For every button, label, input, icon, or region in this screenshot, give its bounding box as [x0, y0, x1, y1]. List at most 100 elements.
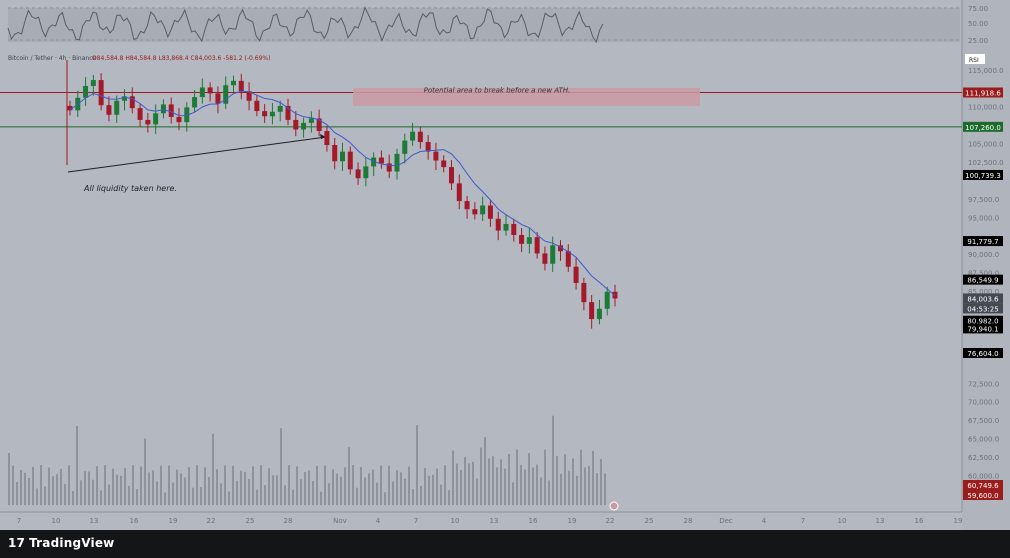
candle-body[interactable] [301, 122, 307, 130]
candle-body[interactable] [487, 205, 493, 219]
event-marker[interactable] [609, 501, 619, 511]
candle-body[interactable] [122, 96, 127, 101]
volume-bar [528, 453, 530, 505]
candle-body[interactable] [254, 100, 260, 112]
candle-body[interactable] [472, 209, 478, 215]
volume-bar [404, 478, 406, 505]
volume-bar [380, 465, 382, 505]
candle-body[interactable] [378, 157, 384, 164]
candle-body[interactable] [355, 169, 361, 179]
candle-body[interactable] [168, 104, 174, 117]
candle-body[interactable] [604, 291, 610, 309]
candle-body[interactable] [176, 116, 182, 123]
candle-body[interactable] [417, 131, 423, 143]
candle-body[interactable] [83, 85, 89, 98]
candle-body[interactable] [565, 251, 571, 267]
candle-body[interactable] [550, 245, 556, 264]
candle-body[interactable] [511, 223, 517, 235]
volume-bar [308, 470, 310, 505]
candle-body[interactable] [308, 118, 314, 123]
break-zone-box[interactable] [353, 88, 700, 106]
candle-body[interactable] [402, 140, 408, 154]
volume-bar [184, 477, 186, 505]
candle-body[interactable] [231, 80, 236, 86]
candle-body[interactable] [114, 100, 120, 115]
candle-body[interactable] [519, 235, 525, 244]
candle-body[interactable] [153, 113, 159, 125]
candle-body[interactable] [480, 205, 486, 215]
candle-body[interactable] [347, 151, 353, 170]
candle-body[interactable] [98, 80, 104, 106]
candle-body[interactable] [137, 108, 143, 120]
price-axis [962, 0, 1010, 530]
candle-body[interactable] [269, 111, 275, 117]
candle-body[interactable] [573, 266, 579, 283]
tradingview-logo[interactable]: 17 TradingView [8, 536, 114, 550]
candle-body[interactable] [129, 96, 135, 109]
volume-bar [232, 465, 234, 505]
price-tick-label: 87,500.0 [968, 270, 999, 278]
candle-body[interactable] [316, 118, 322, 131]
candle-body[interactable] [371, 157, 377, 167]
candle-body[interactable] [433, 151, 439, 161]
candle-body[interactable] [542, 253, 548, 264]
candle-body[interactable] [464, 201, 470, 210]
time-tick-label: 16 [915, 517, 924, 525]
candle-body[interactable] [223, 85, 229, 104]
candle-body[interactable] [449, 167, 454, 184]
candle-body[interactable] [238, 80, 244, 92]
candle-body[interactable] [184, 107, 190, 123]
candle-body[interactable] [589, 302, 595, 320]
candle-body[interactable] [192, 97, 198, 108]
candle-body[interactable] [332, 145, 338, 162]
candle-body[interactable] [441, 160, 447, 168]
candle-body[interactable] [160, 104, 166, 114]
candle-body[interactable] [410, 131, 416, 141]
candle-body[interactable] [340, 151, 345, 162]
candle-body[interactable] [106, 105, 112, 115]
candle-body[interactable] [558, 245, 563, 252]
rsi-tick-label: 25.00 [968, 37, 988, 45]
candle-body[interactable] [246, 91, 252, 101]
volume-bar [456, 463, 458, 505]
volume-bar [388, 465, 390, 505]
candle-body[interactable] [526, 237, 532, 244]
volume-bar [28, 477, 30, 505]
volume-bar [552, 415, 554, 505]
candle-body[interactable] [90, 80, 96, 86]
btc-4h-chart[interactable]: 75.00 50.00 25.00 RSI 115,000.0 110,000.0 105,… [0, 0, 1010, 530]
liquidity-trendline[interactable] [67, 136, 327, 173]
time-tick-label: 16 [529, 517, 538, 525]
candle-body[interactable] [581, 282, 587, 303]
volume-bar [368, 473, 370, 505]
candle-body[interactable] [456, 183, 462, 202]
candle-body[interactable] [145, 119, 151, 125]
candle-body[interactable] [394, 153, 400, 172]
candle-body[interactable] [596, 308, 602, 320]
volume-bar [568, 470, 570, 505]
candle-body[interactable] [285, 105, 291, 120]
candle-body[interactable] [386, 163, 392, 172]
candle-body[interactable] [425, 142, 431, 152]
candle-body[interactable] [199, 87, 205, 98]
candle-body[interactable] [534, 237, 540, 254]
volume-bar [540, 477, 542, 505]
candle-body[interactable] [262, 111, 268, 117]
candle-body[interactable] [363, 166, 369, 179]
volume-bar [548, 480, 550, 505]
price-tick-label: 105,000.0 [968, 141, 1004, 149]
candle-body[interactable] [277, 105, 283, 112]
candle-body[interactable] [503, 223, 509, 231]
candle-body[interactable] [495, 218, 501, 231]
candle-body[interactable] [67, 105, 73, 111]
candle-body[interactable] [215, 93, 221, 104]
candle-body[interactable] [207, 87, 213, 94]
zone-annotation: Potential area to break before a new ATH… [424, 87, 571, 95]
candle-body[interactable] [324, 130, 330, 145]
volume-bar [472, 461, 474, 505]
candle-body[interactable] [293, 119, 299, 130]
volume-bar [260, 465, 262, 505]
volume-bar [580, 449, 582, 505]
volume-bar [176, 469, 178, 505]
